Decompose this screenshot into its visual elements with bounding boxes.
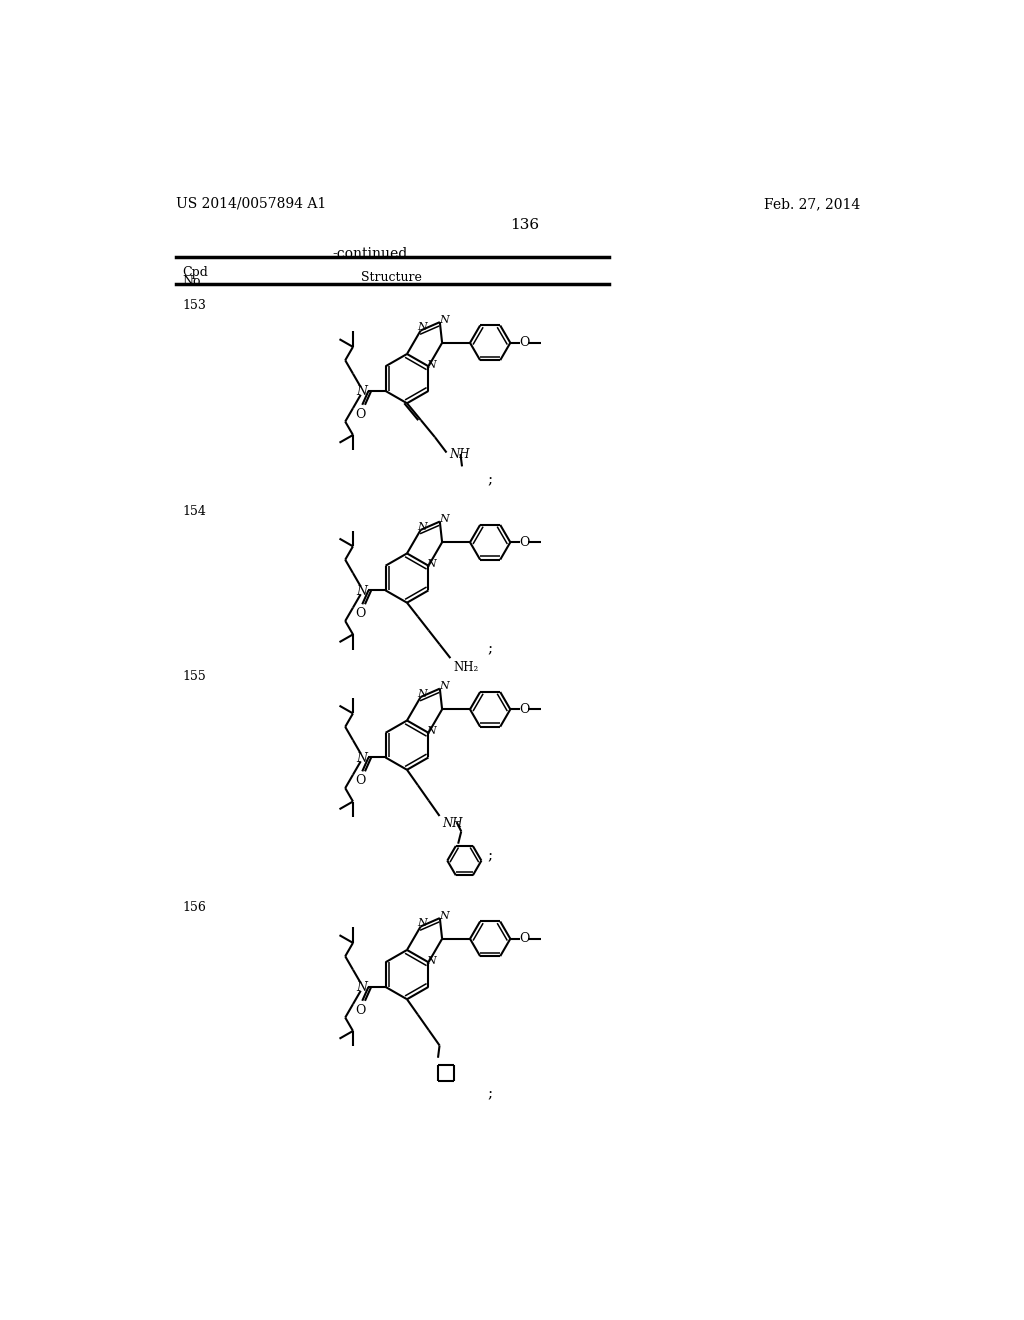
Text: O: O [355,607,366,620]
Text: ;: ; [487,1086,493,1101]
Text: O: O [519,932,529,945]
Text: O: O [519,337,529,350]
Text: N: N [439,314,449,325]
Text: 156: 156 [182,902,206,915]
Text: Structure: Structure [361,271,422,284]
Text: 155: 155 [182,671,206,684]
Text: N: N [418,919,427,928]
Text: O: O [355,774,366,787]
Text: NH₂: NH₂ [454,661,479,675]
Text: N: N [356,981,367,994]
Text: Feb. 27, 2014: Feb. 27, 2014 [764,197,860,211]
Text: N: N [356,585,367,598]
Text: O: O [519,702,529,715]
Text: N: N [418,521,427,532]
Text: N: N [356,385,367,399]
Text: O: O [355,1003,366,1016]
Text: N: N [426,360,435,370]
Text: N: N [418,322,427,333]
Text: O: O [355,408,366,421]
Text: 153: 153 [182,298,206,312]
Text: O: O [519,536,529,549]
Text: 136: 136 [510,218,540,232]
Text: -continued: -continued [332,247,408,261]
Text: US 2014/0057894 A1: US 2014/0057894 A1 [176,197,327,211]
Text: ;: ; [487,474,493,487]
Text: No: No [182,276,201,289]
Text: N: N [426,560,435,569]
Text: NH: NH [442,817,463,830]
Text: NH: NH [449,447,469,461]
Text: N: N [418,689,427,700]
Text: 154: 154 [182,506,206,517]
Text: Cpd: Cpd [182,267,208,280]
Text: N: N [426,726,435,737]
Text: ;: ; [487,850,493,863]
Text: ;: ; [487,643,493,656]
Text: N: N [439,681,449,692]
Text: N: N [426,956,435,966]
Text: N: N [439,911,449,921]
Text: N: N [439,515,449,524]
Text: N: N [356,751,367,764]
